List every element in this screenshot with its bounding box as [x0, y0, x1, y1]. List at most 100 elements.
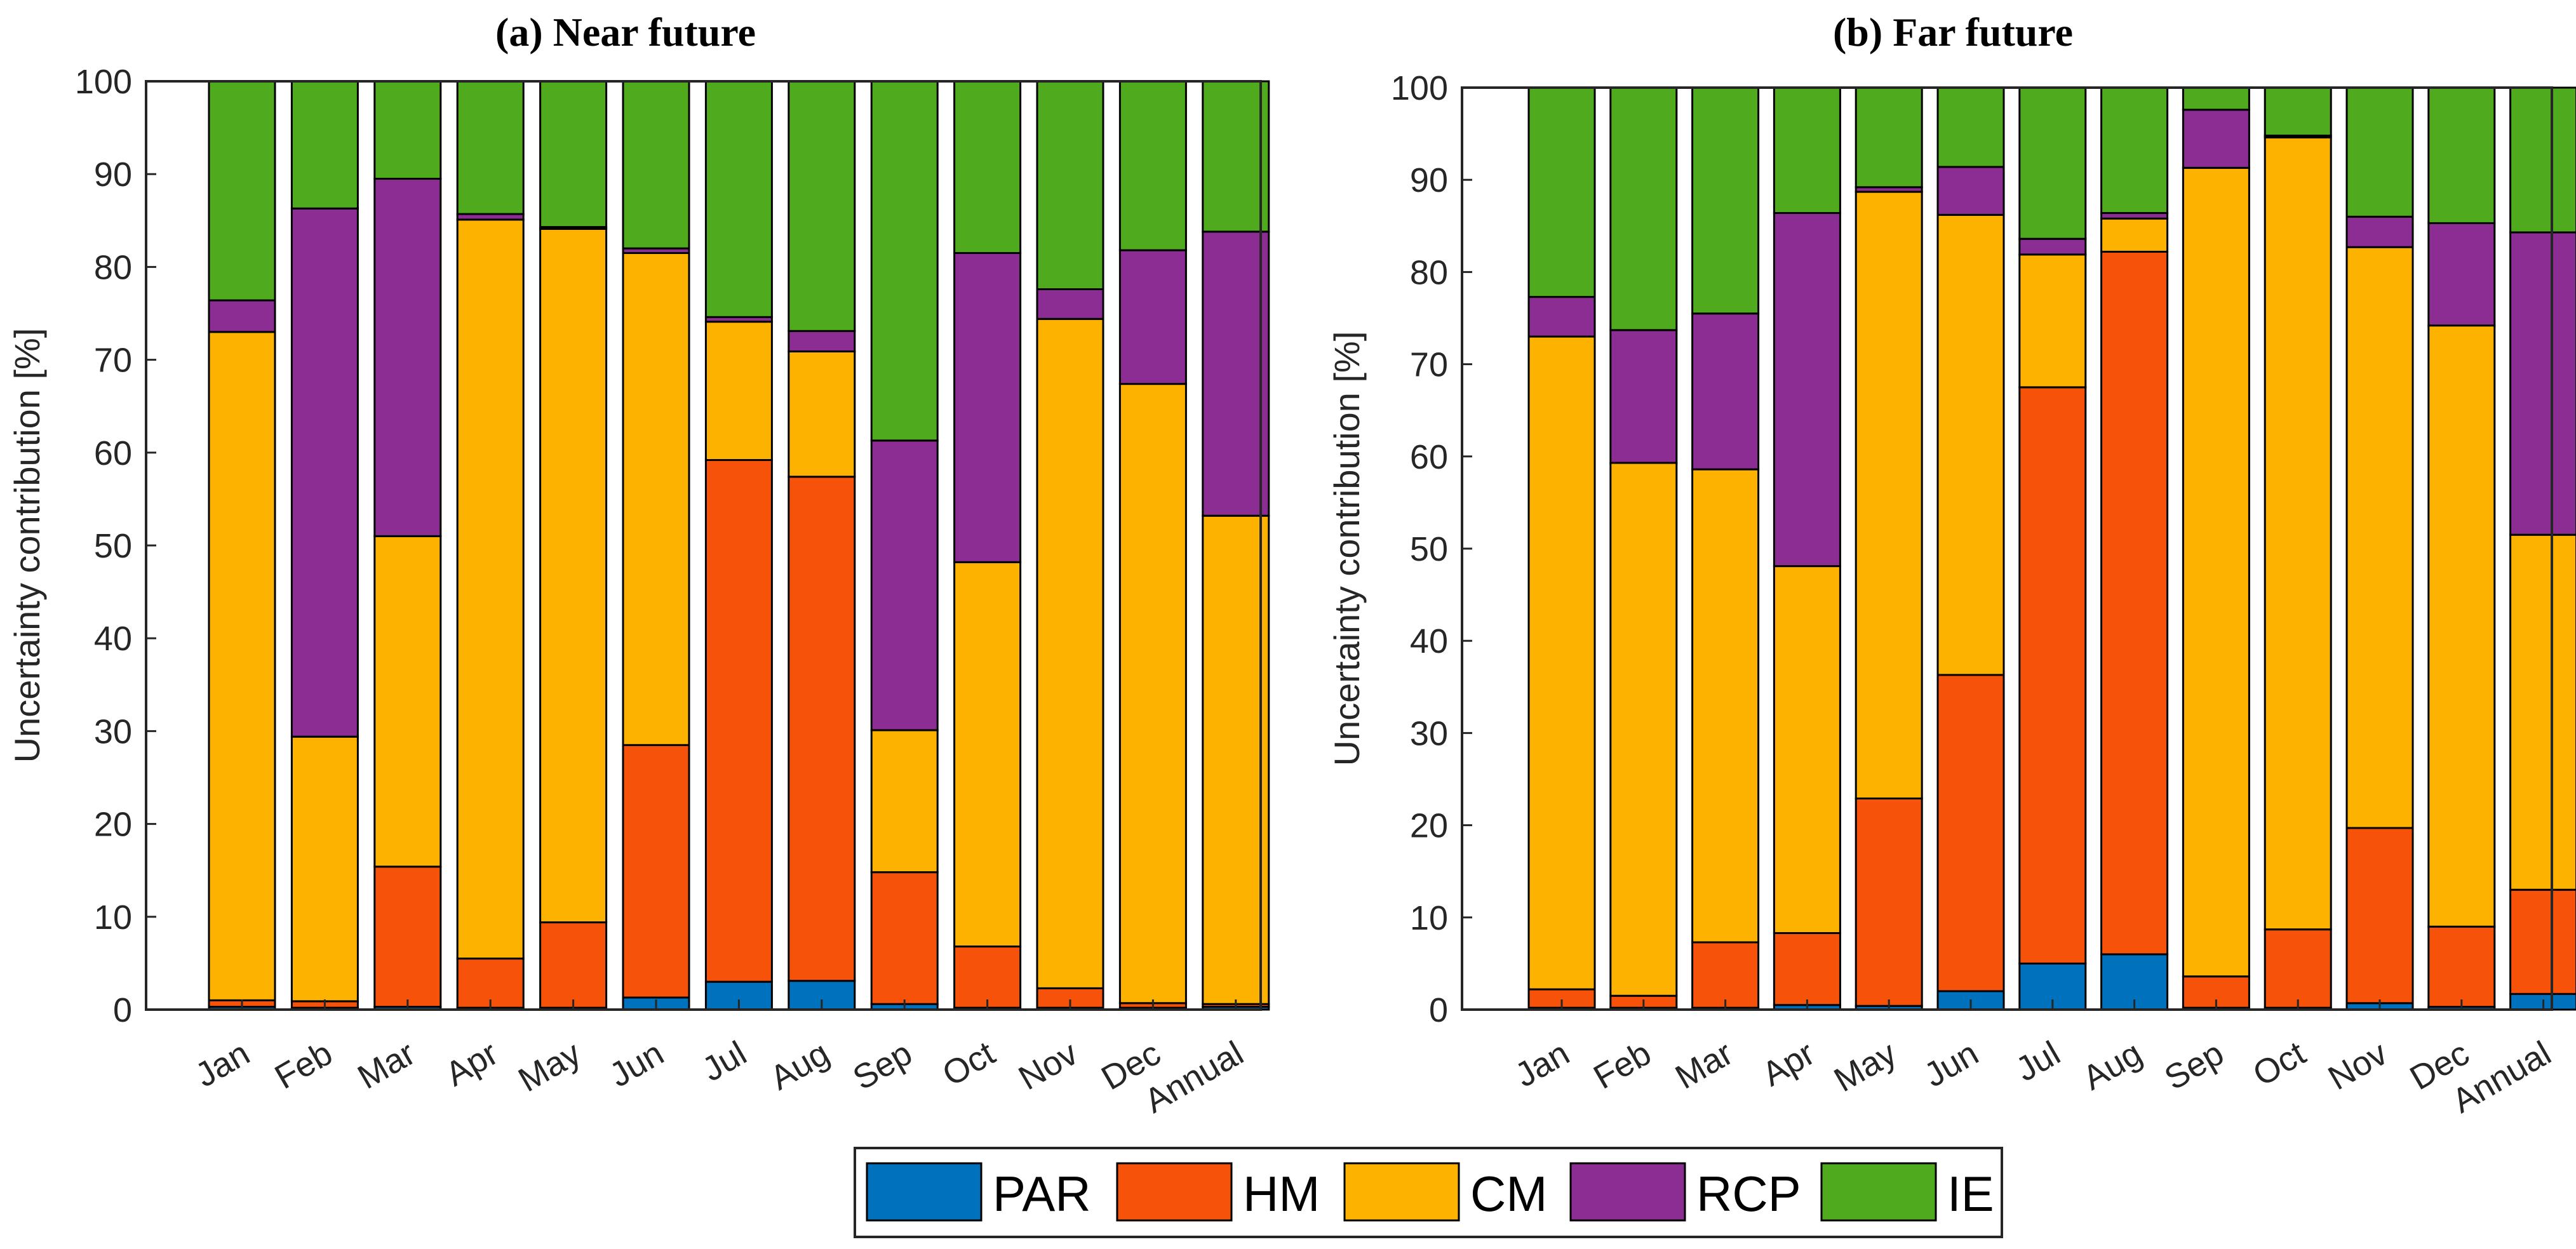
y-tick-label: 70 — [1410, 346, 1448, 384]
bar-cm-jul — [2018, 253, 2087, 389]
bar-hm-jun — [1936, 674, 2005, 992]
panel-far-future: (b) Far future 0 10 20 30 40 50 60 70 80 90 100 Unce… — [1327, 10, 2576, 1120]
axes-box — [145, 80, 1262, 1011]
bar-ie-aug — [788, 80, 856, 332]
x-tick-label: Jun — [603, 1034, 670, 1095]
y-tick-label: 60 — [94, 434, 132, 472]
bar-hm-dec — [2427, 925, 2496, 1008]
x-tick-label: Aug — [2076, 1034, 2148, 1097]
bar-ie-jun — [1936, 86, 2005, 168]
bar-ie-jan — [1527, 86, 1596, 298]
chart-title: (b) Far future — [1833, 10, 2073, 55]
y-tick-label: 90 — [1410, 161, 1448, 199]
x-tick-label: Apr — [1756, 1034, 1821, 1093]
x-tick-label: Jan — [1509, 1034, 1576, 1095]
bar-cm-mar — [373, 535, 442, 868]
x-tick-label: Jun — [1918, 1034, 1985, 1095]
bar-hm-jul — [704, 458, 773, 983]
bar-cm-feb — [1609, 462, 1678, 997]
bar-hm-annual — [2509, 888, 2576, 995]
y-tick-label: 100 — [75, 63, 132, 101]
bar-rcp-sep — [2182, 109, 2250, 169]
bar-cm-dec — [2427, 324, 2496, 928]
bar-cm-may — [539, 227, 608, 924]
bar-rcp-dec — [1118, 249, 1187, 385]
x-tick-label: May — [512, 1034, 587, 1099]
bar-rcp-jan — [1527, 296, 1596, 338]
bar-cm-oct — [953, 561, 1022, 948]
bar-rcp-apr — [1773, 211, 1841, 568]
bar-rcp-annual — [2509, 231, 2576, 536]
x-tick-label: Mar — [351, 1034, 422, 1096]
legend-label-ie: IE — [1947, 1166, 1994, 1222]
x-tick-label: Jan — [189, 1034, 256, 1095]
bar-ie-annual — [2509, 86, 2576, 234]
x-tick-label: Feb — [1587, 1034, 1658, 1096]
bar-cm-nov — [2345, 246, 2414, 829]
bar-ie-dec — [2427, 86, 2496, 224]
bar-rcp-annual — [1202, 230, 1270, 517]
legend-swatch-hm — [1116, 1162, 1233, 1222]
y-tick-label: 50 — [94, 527, 132, 565]
bar-hm-sep — [870, 871, 939, 1005]
bar-cm-annual — [2509, 533, 2576, 891]
bar-ie-mar — [1691, 86, 1760, 315]
x-tick-label: Jul — [696, 1034, 753, 1088]
legend-swatch-par — [866, 1162, 983, 1222]
axes-box — [1461, 86, 2553, 1011]
x-tick-label: May — [1828, 1034, 1903, 1099]
bar-ie-nov — [2345, 86, 2414, 218]
legend-swatch-ie — [1820, 1162, 1937, 1222]
bar-cm-jun — [622, 251, 690, 746]
bar-cm-sep — [2182, 166, 2250, 978]
bar-rcp-feb — [1609, 329, 1678, 464]
bar-rcp-jul — [2018, 237, 2087, 256]
bar-ie-oct — [953, 80, 1022, 254]
bar-ie-feb — [1609, 86, 1678, 331]
x-tick-label: Aug — [764, 1034, 836, 1097]
bar-ie-annual — [1202, 80, 1270, 233]
chart-title: (a) Near future — [495, 10, 756, 55]
x-tick-label: Nov — [1012, 1034, 1084, 1097]
bar-cm-dec — [1118, 383, 1187, 1005]
bar-rcp-oct — [953, 251, 1022, 563]
bar-hm-may — [1855, 797, 1923, 1007]
bar-ie-sep — [2182, 86, 2250, 111]
bar-ie-may — [539, 80, 608, 229]
y-tick-label: 10 — [1410, 899, 1448, 937]
bar-ie-apr — [1773, 86, 1841, 214]
bar-cm-sep — [870, 729, 939, 874]
bar-ie-jan — [208, 80, 276, 302]
y-tick-label: 60 — [1410, 438, 1448, 476]
legend-label-par: PAR — [993, 1166, 1091, 1222]
bar-cm-annual — [1202, 514, 1270, 1005]
bar-ie-mar — [373, 80, 442, 180]
bar-ie-may — [1855, 86, 1923, 189]
x-tick-label: Mar — [1669, 1034, 1740, 1096]
legend-swatch-rcp — [1569, 1162, 1686, 1222]
bar-hm-jun — [622, 744, 690, 999]
y-tick-label: 80 — [94, 248, 132, 286]
y-tick-label: 80 — [1410, 253, 1448, 291]
bar-ie-jul — [2018, 86, 2087, 240]
bar-rcp-nov — [2345, 215, 2414, 248]
bar-cm-oct — [2264, 136, 2332, 931]
legend-label-cm: CM — [1470, 1166, 1547, 1222]
x-tick-label: Sep — [2158, 1034, 2230, 1097]
legend-swatch-cm — [1343, 1162, 1460, 1222]
y-axis-label: Uncertainty contribution [%] — [1327, 331, 1367, 766]
y-tick-label: 20 — [1410, 807, 1448, 845]
bar-ie-apr — [456, 80, 525, 215]
bar-cm-may — [1855, 190, 1923, 799]
bar-cm-jan — [1527, 335, 1596, 991]
y-tick-label: 40 — [94, 620, 132, 658]
x-tick-label: Apr — [439, 1034, 504, 1093]
bar-cm-jan — [208, 331, 276, 1001]
bar-cm-nov — [1036, 317, 1104, 989]
bar-rcp-mar — [373, 178, 442, 537]
bar-cm-jul — [704, 321, 773, 461]
y-tick-label: 20 — [94, 806, 132, 844]
bar-rcp-aug — [788, 330, 856, 352]
bar-cm-mar — [1691, 468, 1760, 944]
